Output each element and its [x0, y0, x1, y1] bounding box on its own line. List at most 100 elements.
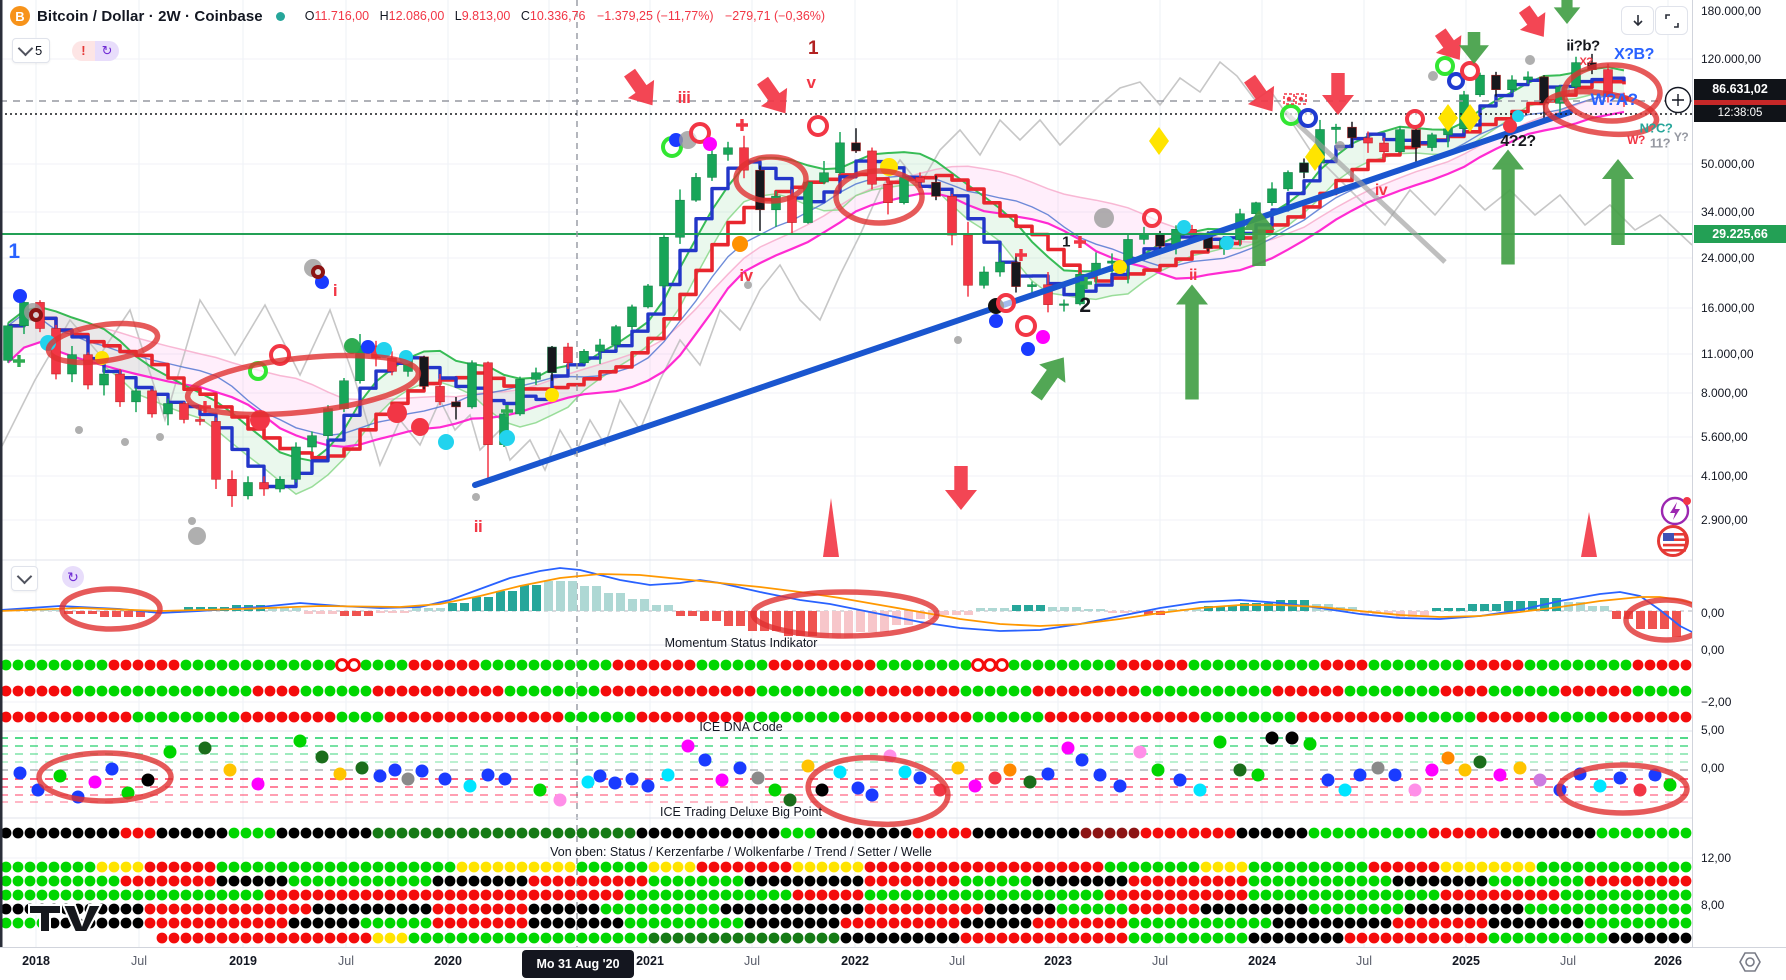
time-axis-label: 2023 — [1044, 954, 1072, 968]
elliott-wave-label[interactable]: X? — [1579, 56, 1593, 68]
elliott-wave-label[interactable]: 1 — [807, 38, 819, 59]
elliott-wave-label[interactable]: W?A? — [1590, 90, 1638, 109]
fullscreen-button[interactable] — [1655, 6, 1688, 35]
time-axis[interactable]: Mo 31 Aug '20 2018 Jul 2019 Jul 2020 2021 Jul 2… — [0, 947, 1786, 980]
time-axis-label: Jul — [1356, 954, 1372, 968]
time-axis-label: 2025 — [1452, 954, 1480, 968]
ohlc-h-value: 12.086,00 — [388, 9, 445, 23]
ohlc-c-value: 10.336,76 — [529, 9, 586, 23]
price-axis-label: 120.000,00 — [1701, 52, 1762, 66]
indicator-collapse-button[interactable]: 5 — [12, 38, 51, 63]
ohlc-l-label: L — [454, 9, 462, 23]
ohlc-l-value: 9.813,00 — [461, 9, 511, 23]
time-axis-label: Jul — [338, 954, 354, 968]
price-axis-label: 34.000,00 — [1701, 205, 1755, 219]
chart-header: B Bitcoin / Dollar · 2W · Coinbase O11.7… — [10, 6, 825, 26]
ohlc-c-label: C — [520, 9, 530, 23]
time-axis-label: 2026 — [1654, 954, 1682, 968]
tradingview-logo[interactable] — [25, 901, 135, 940]
price-axis-label: −2,00 — [1701, 695, 1732, 709]
scroll-to-latest-button[interactable] — [1621, 6, 1654, 35]
momentum-panel-title: Momentum Status Indikator — [664, 636, 818, 650]
ohlc-o-value: 11.716,00 — [314, 9, 370, 23]
time-axis-label: Jul — [744, 954, 760, 968]
time-axis-label: Jul — [131, 954, 147, 968]
crosshair-date-badge: Mo 31 Aug '20 — [522, 950, 634, 978]
time-axis-label: 2020 — [434, 954, 462, 968]
price-axis-label: 50.000,00 — [1701, 157, 1755, 171]
momentum-refresh-icon[interactable]: ↻ — [62, 566, 84, 588]
chevron-down-icon — [17, 40, 34, 57]
elliott-wave-label[interactable]: 1 — [1062, 233, 1070, 251]
indicator-count: 5 — [35, 43, 43, 58]
indicator-status-pill[interactable]: ! ↻ — [72, 40, 120, 61]
hidden-price-badge — [1694, 100, 1786, 105]
alert-icon[interactable]: ! — [72, 40, 95, 61]
elliott-wave-label[interactable]: v — [806, 73, 816, 92]
price-axis-label: 0,00 — [1701, 761, 1725, 775]
time-axis-label: 2024 — [1248, 954, 1276, 968]
price-axis-label: 11.000,00 — [1701, 347, 1754, 361]
time-axis-label: Jul — [949, 954, 965, 968]
elliott-wave-label[interactable]: W? — [1627, 133, 1645, 147]
price-axis-label: 5.600,00 — [1701, 430, 1748, 444]
price-axis-label: 8,00 — [1701, 898, 1725, 912]
status-panel-title: ICE DNA Code — [699, 720, 783, 734]
elliott-wave-label[interactable]: 11? — [1649, 135, 1671, 151]
elliott-wave-label[interactable]: ii?b? — [1566, 37, 1600, 55]
change-points: −279,71 (−0,36%) — [725, 9, 826, 23]
add-alert-plus-icon[interactable] — [1664, 86, 1692, 119]
time-axis-label: 2021 — [636, 954, 664, 968]
time-axis-label: 2018 — [22, 954, 50, 968]
object-tree-hexagon-icon[interactable] — [1728, 947, 1772, 977]
indicator-toolbar: 5 ! ↻ — [12, 38, 120, 63]
ohlc-h-label: H — [379, 9, 389, 23]
symbol-title[interactable]: Bitcoin / Dollar · 2W · Coinbase — [37, 7, 263, 25]
price-axis[interactable]: 86.631,02 12:38:05 29.225,66 180.000,00 1… — [1692, 0, 1786, 947]
elliott-wave-label[interactable]: iv — [739, 266, 753, 285]
time-axis-label: Jul — [1560, 954, 1576, 968]
price-axis-label: 8.000,00 — [1701, 386, 1748, 400]
price-axis-label: 180.000,00 — [1701, 4, 1762, 18]
dna-panel-title: ICE Trading Deluxe Big Point — [660, 805, 822, 819]
bar-countdown-badge: 12:38:05 — [1694, 105, 1786, 122]
bigpoint-panel-caption: Von oben: Status / Kerzenfarbe / Wolkenf… — [550, 845, 932, 859]
price-axis-label: 5,00 — [1701, 723, 1725, 737]
price-axis-label: 0,00 — [1701, 606, 1725, 620]
elliott-wave-label[interactable]: 2 — [1079, 294, 1091, 317]
price-axis-label: 12,00 — [1701, 851, 1732, 865]
time-axis-label: 2019 — [229, 954, 257, 968]
ohlc-readout: O11.716,00 H12.086,00 L9.813,00 C10.336,… — [298, 9, 825, 23]
elliott-wave-label[interactable]: i — [332, 281, 338, 300]
live-status-dot-icon — [275, 11, 285, 21]
elliott-wave-label[interactable]: N?C? — [1639, 120, 1673, 136]
expand-icon — [1664, 13, 1679, 28]
elliott-wave-label[interactable]: ii — [1189, 267, 1197, 284]
us-flag-indicator-icon[interactable] — [1655, 523, 1693, 564]
refresh-icon[interactable]: ↻ — [94, 40, 120, 61]
price-axis-label: 16.000,00 — [1701, 301, 1755, 315]
price-axis-label: 4.100,00 — [1701, 469, 1748, 483]
price-axis-label: 0,00 — [1701, 643, 1725, 657]
elliott-wave-label[interactable]: 4?2? — [1500, 133, 1536, 150]
elliott-wave-label[interactable]: 1 — [8, 240, 20, 263]
elliott-wave-label[interactable]: X?B? — [1614, 46, 1654, 63]
price-axis-label: 24.000,00 — [1701, 251, 1755, 265]
elliott-wave-label[interactable]: ii — [473, 517, 483, 536]
level-price-badge: 29.225,66 — [1694, 225, 1786, 243]
elliott-wave-label[interactable]: iv — [1374, 182, 1388, 199]
time-axis-label: 2022 — [841, 954, 869, 968]
current-price-badge: 86.631,02 — [1694, 79, 1786, 100]
change-absolute: −1.379,25 (−11,77%) — [596, 9, 714, 23]
elliott-wave-label[interactable]: iii — [677, 88, 691, 107]
bitcoin-logo-icon: B — [10, 6, 30, 26]
momentum-collapse-button[interactable] — [11, 566, 38, 591]
down-arrow-icon — [1632, 14, 1643, 26]
lightning-indicator-icon[interactable] — [1658, 492, 1694, 533]
chevron-down-icon — [16, 568, 33, 585]
ohlc-o-label: O — [304, 9, 315, 23]
elliott-wave-label[interactable]: Y? — [1673, 130, 1689, 144]
price-axis-label: 2.900,00 — [1701, 513, 1748, 527]
